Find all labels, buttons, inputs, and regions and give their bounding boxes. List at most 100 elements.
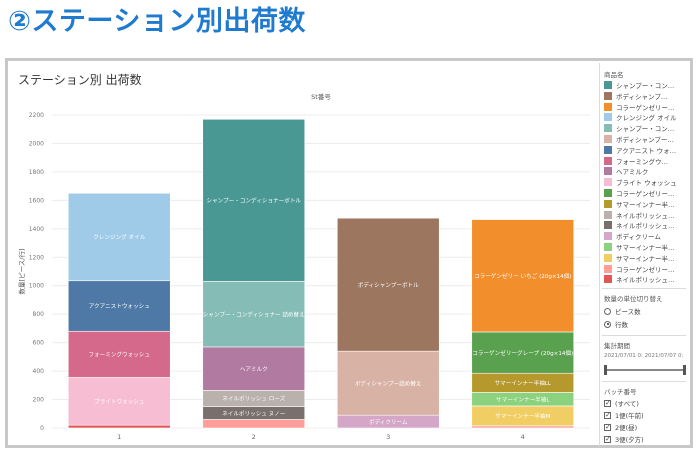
legend-label: フォーミングウ… <box>616 157 668 166</box>
checkbox-label: (すべて) <box>615 400 639 408</box>
legend-item[interactable]: コラーゲンゼリー… <box>604 188 675 198</box>
legend-swatch <box>604 113 612 122</box>
y-axis-title: 数量[ピース/行] <box>17 249 26 295</box>
legend-item[interactable]: シャンプー・コン… <box>604 80 674 90</box>
legend-label: サマーインナー半… <box>616 254 675 263</box>
legend-item[interactable]: ネイルポリッシュ… <box>604 210 675 220</box>
period-slider-start-handle[interactable] <box>604 365 607 375</box>
legend-swatch <box>604 178 612 187</box>
y-tick-label: 200 <box>33 397 45 404</box>
batch-2-checkbox[interactable]: ✓ 2便(昼) <box>604 422 637 432</box>
bar-segment-label: シャンプー・コンディショナー 詰め替え <box>203 310 305 318</box>
radio-label: 行数 <box>615 321 628 329</box>
legend-swatch <box>604 199 612 208</box>
radio-row-count[interactable]: 行数 <box>604 319 628 329</box>
legend-label: ボディシャンプー… <box>616 136 674 144</box>
bar-segment <box>202 419 306 429</box>
radio-label: ピース数 <box>615 308 641 316</box>
period-slider-end-handle[interactable] <box>683 365 686 375</box>
legend-swatch <box>604 102 612 111</box>
legend-item[interactable]: コラーゲンゼリー… <box>604 264 675 274</box>
legend-swatch <box>604 232 612 241</box>
legend-item[interactable]: アクアニスト ウォ… <box>604 145 676 155</box>
period-end: 2021/07/07 0: <box>644 353 684 359</box>
legend-swatch <box>604 81 612 89</box>
dashboard-frame: ステーション別 出荷数 0 200 400 600 800 1000 1200 1400 160… <box>5 58 693 448</box>
legend-label: ボディシャンプ… <box>616 92 668 101</box>
legend-swatch <box>604 221 612 230</box>
legend-swatch <box>604 91 612 100</box>
bar-segment-label: ボディクリーム <box>369 418 408 426</box>
y-tick-label: 0 <box>40 425 44 432</box>
bar-segment-label: シャンプー・コンディショナーボトル <box>206 197 301 205</box>
radio-piece-count[interactable]: ピース数 <box>604 306 641 316</box>
legend-swatch <box>604 253 612 262</box>
legend-item[interactable]: サマーインナー半… <box>604 242 675 252</box>
chart-area: ステーション別 出荷数 0 200 400 600 800 1000 1200 1400 160… <box>10 63 596 446</box>
x-tick-label: 1 <box>117 433 121 441</box>
legend-swatch <box>604 124 612 133</box>
period-slider-track[interactable] <box>604 365 686 375</box>
sidebar: 商品名 シャンプー・コン… ボディシャンプ… コラーゲンゼリー… クレンジング オイル… <box>599 63 690 446</box>
legend-item[interactable]: クレンジング オイル <box>604 112 677 122</box>
bar-segment <box>336 217 440 352</box>
legend-item[interactable]: ヘアミルク <box>604 166 648 176</box>
legend-label: ヘアミルク <box>616 168 649 177</box>
legend-label: ネイルポリッシュ… <box>616 211 675 220</box>
legend-item[interactable]: ボディシャンプ… <box>604 91 667 101</box>
unit-switch-title: 数量の単位切り替え <box>604 295 663 303</box>
x-tick-label: 3 <box>386 433 390 441</box>
legend-label: コラーゲンゼリー… <box>616 265 675 274</box>
legend-item[interactable]: ネイルポリッシュ… <box>604 220 675 230</box>
bar-segment <box>202 118 306 282</box>
bar-segment-label: コラーゲンゼリーグレープ (20g×14個) <box>472 349 573 357</box>
legend-swatch <box>604 243 612 251</box>
checkbox-box[interactable]: ✓ <box>604 398 611 407</box>
checkbox-box[interactable]: ✓ <box>604 434 611 443</box>
bar-segment-label: ボディシャンプーボトル <box>358 281 419 289</box>
legend-label: ブライト ウォッシュ <box>616 179 677 188</box>
checkbox-box[interactable]: ✓ <box>604 422 611 431</box>
y-tick-label: 1400 <box>29 226 44 233</box>
bar-segment-label: ネイルポリッシュ ローズ <box>222 395 285 403</box>
radio-circle[interactable] <box>604 307 611 315</box>
legend-item[interactable]: ボディシャンプー… <box>604 134 674 144</box>
x-tick-label: 2 <box>252 433 256 441</box>
divider <box>602 288 686 289</box>
legend-label: サマーインナー半… <box>616 200 675 209</box>
legend-item[interactable]: シャンプー・コン… <box>604 123 674 133</box>
x-tick-label: 4 <box>521 433 525 441</box>
legend-item[interactable]: サマーインナー半… <box>604 199 675 209</box>
legend-item[interactable]: フォーミングウ… <box>604 156 668 166</box>
y-tick-label: 800 <box>33 311 45 318</box>
period-start: 2021/07/01 0: <box>604 353 643 359</box>
legend-swatch <box>604 135 612 143</box>
batch-all-checkbox[interactable]: ✓ (すべて) <box>604 398 639 408</box>
batch-1-checkbox[interactable]: ✓ 1便(午前) <box>604 410 644 420</box>
batch-3-checkbox[interactable]: ✓ 3便(夕方) <box>604 434 644 444</box>
y-tick-label: 400 <box>33 368 45 375</box>
legend-item[interactable]: ブライト ウォッシュ <box>604 177 677 187</box>
bar-segment-label: サマーインナー半袖M <box>495 412 550 420</box>
legend-swatch <box>604 156 612 165</box>
legend-label: サマーインナー半… <box>616 244 675 252</box>
legend-label: コラーゲンゼリー… <box>616 103 675 112</box>
bar-segment <box>471 425 575 429</box>
radio-circle[interactable] <box>604 320 611 328</box>
legend-item[interactable]: コラーゲンゼリー… <box>604 102 675 112</box>
legend-swatch <box>604 275 612 284</box>
legend-label: シャンプー・コン… <box>616 125 675 134</box>
checkbox-box[interactable]: ✓ <box>604 410 611 419</box>
period-range-text: 2021/07/01 0: 2021/07/07 0: <box>604 353 683 359</box>
bar-segment-label: ネイルポリッシュ ヌノー <box>222 409 286 417</box>
x-axis-title: St番号 <box>311 93 331 101</box>
bar-segment-label: コラーゲンゼリー いちご (20g×14個) <box>474 272 572 280</box>
legend-swatch <box>604 167 612 176</box>
legend-item[interactable]: ネイルポリッシュ… <box>604 274 675 284</box>
legend-title: 商品名 <box>604 71 624 79</box>
legend-item[interactable]: サマーインナー半… <box>604 253 675 263</box>
period-title: 集計期間 <box>604 342 630 350</box>
legend-item[interactable]: ボディクリーム <box>604 231 661 241</box>
legend-label: ネイルポリッシュ… <box>616 276 675 285</box>
y-tick-label: 1200 <box>29 254 44 261</box>
